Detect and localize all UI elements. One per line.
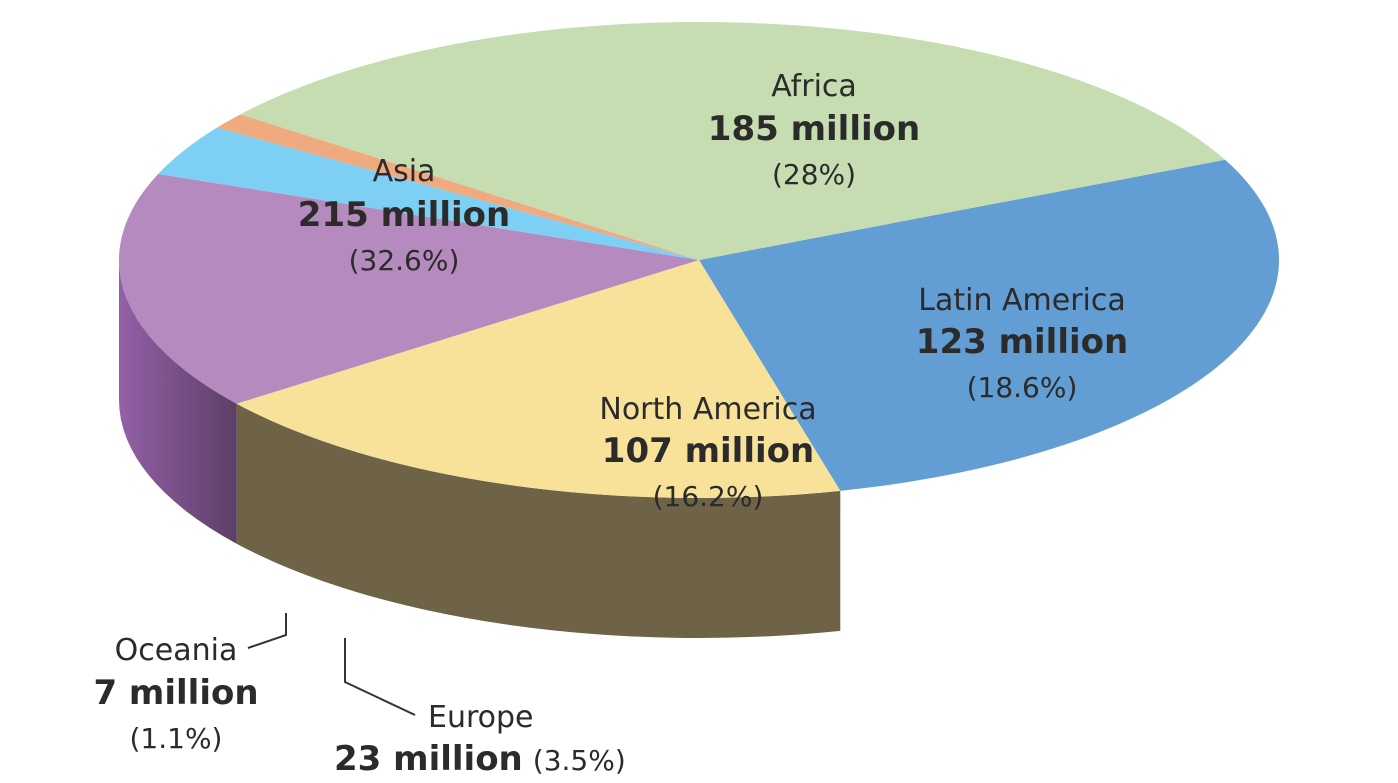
label-africa: Africa 185 million (28%) [708, 69, 920, 191]
label-latin-america-percent: (18.6%) [967, 371, 1078, 404]
label-asia-name: Asia [373, 154, 436, 189]
side-latin-america [236, 403, 841, 638]
label-europe-percent: (3.5%) [533, 744, 626, 777]
slice-asia [240, 22, 1226, 261]
label-north-america-value: 107 million [602, 431, 814, 471]
label-oceania: Oceania 7 million (1.1%) [93, 633, 258, 755]
label-oceania-percent: (1.1%) [130, 722, 223, 755]
label-north-america: North America 107 million (16.2%) [599, 392, 816, 513]
label-latin-america-name: Latin America [918, 283, 1126, 318]
label-asia-percent: (32.6%) [349, 244, 460, 277]
slice-oceania [216, 114, 699, 260]
svg-text:23 million(3.5%): 23 million (3.5%) [334, 739, 626, 779]
label-europe: Europe 23 million (3.5%) [334, 700, 626, 779]
leader-line-europe [344, 638, 416, 716]
slice-latin-america [236, 260, 841, 498]
label-africa-value: 185 million [708, 109, 920, 149]
leader-line-oceania [247, 613, 287, 649]
label-oceania-name: Oceania [115, 633, 238, 668]
label-africa-percent: (28%) [772, 158, 856, 191]
label-asia: Asia 215 million (32.6%) [298, 154, 510, 277]
label-europe-value: 23 million [334, 739, 523, 779]
side-north-america [119, 260, 237, 544]
label-latin-america: Latin America 123 million (18.6%) [916, 283, 1128, 404]
label-europe-name: Europe [428, 700, 534, 735]
slice-north-america [119, 174, 700, 404]
slice-europe [158, 127, 699, 260]
label-latin-america-value: 123 million [916, 322, 1128, 362]
pie-sides [119, 260, 841, 638]
label-north-america-name: North America [599, 392, 816, 427]
label-africa-name: Africa [771, 69, 857, 104]
label-asia-value: 215 million [298, 195, 510, 235]
label-oceania-value: 7 million [93, 673, 258, 713]
pie-top [119, 22, 1279, 498]
label-north-america-percent: (16.2%) [653, 480, 764, 513]
slice-africa [699, 159, 1279, 491]
